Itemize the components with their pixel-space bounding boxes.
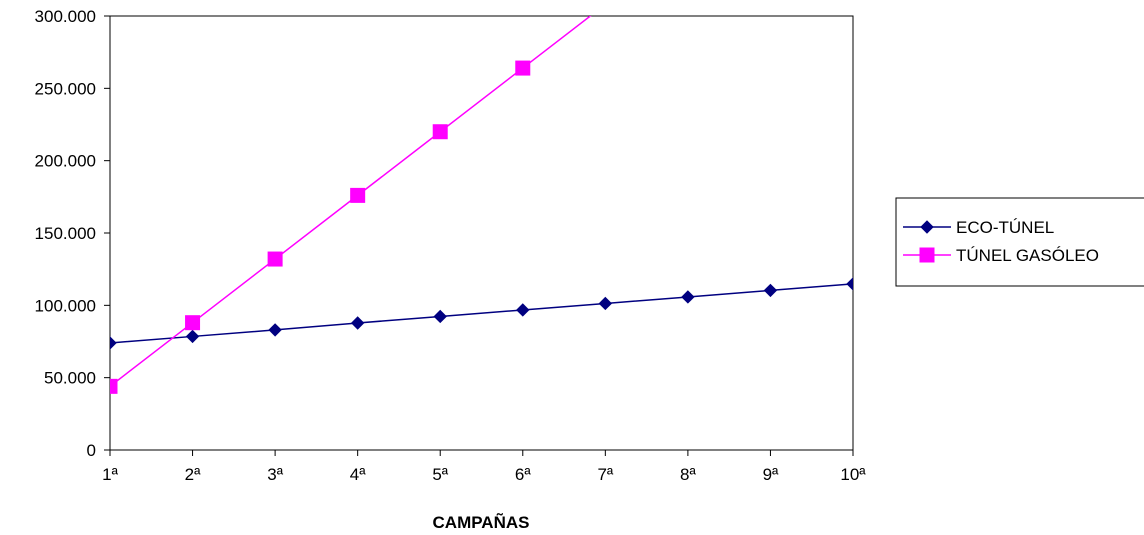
legend-box — [895, 197, 1144, 287]
data-point-square — [919, 247, 935, 263]
y-tick-label: 300.000 — [35, 7, 96, 26]
legend: ECO-TÚNEL TÚNEL GASÓLEO — [895, 197, 1144, 287]
x-tick-label: 10ª — [840, 465, 866, 484]
data-point-square — [432, 124, 448, 140]
data-point-diamond — [350, 316, 365, 330]
x-tick-label: 4ª — [350, 465, 366, 484]
series-diamond — [110, 277, 853, 350]
series-layer — [110, 16, 853, 394]
data-point-square — [110, 378, 118, 394]
y-tick-label: 100.000 — [35, 296, 96, 315]
y-axis: 0 50.000 100.000 150.000 200.000 250.000 300.0… — [35, 7, 110, 460]
data-point-square — [267, 251, 283, 267]
y-tick-label: 150.000 — [35, 224, 96, 243]
data-point-square — [350, 187, 366, 203]
data-point-diamond — [110, 336, 117, 350]
legend-label: TÚNEL GASÓLEO — [956, 246, 1099, 265]
data-point-diamond — [516, 303, 530, 317]
x-tick-label: 2ª — [185, 465, 201, 484]
x-axis: 1ª 2ª 3ª 4ª 5ª 6ª 7ª 8ª 9ª 10ª — [102, 450, 866, 484]
x-tick-label: 8ª — [680, 465, 696, 484]
legend-item: ECO-TÚNEL — [903, 218, 1054, 237]
x-tick-label: 9ª — [763, 465, 779, 484]
data-point-diamond — [920, 220, 934, 234]
x-tick-label: 6ª — [515, 465, 531, 484]
series-line — [110, 16, 592, 387]
series-square — [110, 16, 592, 394]
x-tick-label: 1ª — [102, 465, 118, 484]
data-point-diamond — [763, 283, 778, 298]
data-point-diamond — [846, 277, 853, 291]
legend-label: ECO-TÚNEL — [956, 218, 1054, 237]
data-point-diamond — [681, 290, 695, 304]
x-axis-title: CAMPAÑAS — [433, 512, 530, 532]
legend-item: TÚNEL GASÓLEO — [903, 246, 1099, 265]
x-tick-label: 5ª — [432, 465, 448, 484]
data-point-square — [515, 60, 531, 76]
data-point-diamond — [433, 309, 447, 324]
y-tick-label: 200.000 — [35, 152, 96, 171]
series-line — [110, 283, 853, 344]
plot-area — [109, 15, 854, 451]
y-tick-label: 0 — [87, 441, 96, 460]
data-point-diamond — [185, 329, 200, 344]
x-tick-label: 3ª — [267, 465, 283, 484]
y-tick-label: 50.000 — [44, 369, 96, 388]
data-point-diamond — [268, 323, 282, 337]
data-point-square — [185, 315, 201, 331]
y-tick-label: 250.000 — [35, 79, 96, 98]
x-tick-label: 7ª — [597, 465, 613, 484]
data-point-diamond — [598, 296, 613, 311]
